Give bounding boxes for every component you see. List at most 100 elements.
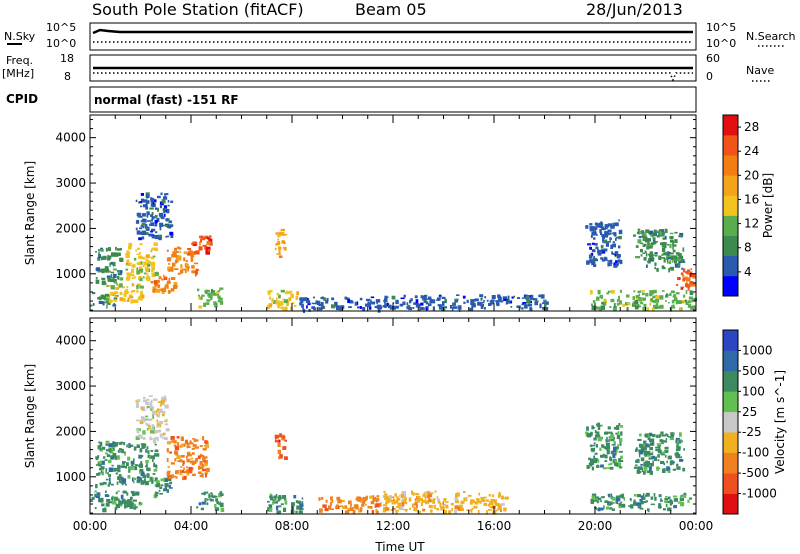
power-echo-cell [136, 262, 141, 265]
velocity-echo-cell [389, 499, 394, 502]
power-echo-cell [306, 299, 308, 303]
velocity-echo-cell [676, 463, 679, 467]
power-echo-cell [614, 222, 619, 227]
power-echo-cell [152, 289, 156, 293]
velocity-echo-cell [118, 474, 122, 477]
power-echo-cell [157, 279, 160, 283]
velocity-echo-cell [612, 449, 616, 453]
velocity-echo-cell [274, 496, 277, 500]
velocity-echo-cell [505, 496, 509, 500]
power-echo-cell [108, 299, 113, 303]
velocity-echo-cell [638, 450, 643, 455]
power-echo-cell [318, 307, 322, 311]
colorbar-tick-label: 20 [744, 168, 759, 182]
velocity-echo-cell [593, 461, 597, 464]
power-echo-cell [155, 207, 158, 210]
velocity-echo-cell [600, 464, 604, 468]
velocity-echo-cell [593, 426, 596, 429]
velocity-echo-cell [106, 499, 111, 503]
velocity-echo-cell [432, 498, 436, 501]
colorbar-tick-label: -100 [742, 446, 769, 460]
power-echo-cell [543, 299, 547, 302]
power-echo-cell [408, 307, 413, 311]
power-echo-cell [135, 199, 138, 203]
velocity-echo-cell [676, 446, 681, 450]
velocity-echo-cell [594, 493, 597, 497]
velocity-echo-cell [664, 468, 666, 471]
power-echo-cell [284, 299, 288, 303]
power-echo-cell [138, 269, 143, 272]
power-echo-cell [635, 256, 640, 259]
velocity-echo-cell [168, 476, 174, 479]
velocity-echo-cell [164, 485, 168, 490]
velocity-echo-cell [179, 469, 182, 474]
velocity-echo-cell [214, 504, 217, 508]
velocity-echo-cell [173, 440, 177, 444]
power-echo-cell [452, 302, 456, 306]
power-echo-cell [172, 262, 176, 267]
power-echo-cell [456, 294, 460, 296]
power-echo-cell [438, 305, 443, 310]
power-echo-cell [145, 258, 149, 262]
velocity-echo-cell [602, 467, 607, 470]
power-echo-cell [513, 295, 515, 298]
power-echo-cell [601, 259, 606, 262]
velocity-echo-cell [645, 460, 649, 464]
power-echo-cell [162, 210, 166, 214]
power-echo-cell [155, 288, 161, 293]
power-echo-cell [191, 265, 195, 269]
velocity-echo-cell [298, 506, 303, 510]
power-echo-cell [589, 243, 592, 246]
velocity-echo-cell [164, 404, 169, 409]
velocity-echo-cell [142, 474, 147, 479]
power-echo-cell [615, 262, 619, 267]
velocity-echo-cell [616, 501, 619, 505]
velocity-echo-cell [630, 504, 634, 509]
velocity-echo-cell [156, 419, 159, 423]
power-echo-cell [186, 266, 190, 269]
power-echo-cell [637, 297, 642, 301]
velocity-echo-cell [607, 501, 610, 504]
power-echo-cell [664, 229, 668, 234]
velocity-echo-cell [140, 435, 143, 439]
power-echo-cell [206, 241, 211, 245]
power-echo-cell [682, 259, 685, 263]
velocity-echo-cell [114, 507, 118, 510]
power-echo-cell [302, 297, 307, 302]
power-echo-cell [432, 306, 435, 311]
velocity-echo-cell [608, 436, 611, 438]
power-echo-cell [136, 290, 139, 293]
velocity-echo-cell [214, 507, 220, 511]
colorbar-tick-label: -25 [742, 425, 762, 439]
velocity-echo-cell [601, 496, 605, 499]
velocity-echo-cell [167, 465, 170, 469]
power-echo-cell [605, 257, 608, 261]
power-echo-cell [119, 277, 124, 281]
velocity-echo-cell [665, 433, 667, 436]
velocity-echo-cell [164, 423, 169, 426]
power-echo-cell [611, 244, 614, 247]
velocity-echo-cell [646, 450, 651, 455]
velocity-echo-cell [108, 474, 111, 477]
power-echo-cell [618, 295, 620, 299]
velocity-echo-cell [113, 496, 118, 501]
velocity-echo-cell [398, 494, 402, 497]
velocity-echo-cell [94, 490, 97, 493]
velocity-echo-cell [273, 500, 278, 504]
velocity-echo-cell [376, 510, 379, 515]
power-echo-cell [315, 300, 318, 305]
power-echo-cell [597, 289, 601, 295]
power-echo-cell [283, 241, 286, 244]
velocity-echo-cell [163, 488, 167, 492]
power-echo-cell [614, 251, 619, 255]
velocity-echo-cell [185, 440, 188, 444]
power-echo-cell [364, 303, 369, 307]
power-echo-cell [653, 237, 656, 241]
velocity-echo-cell [375, 498, 379, 503]
power-echo-cell [164, 284, 167, 287]
velocity-echo-cell [488, 494, 491, 497]
velocity-echo-cell [170, 441, 174, 443]
velocity-echo-cell [641, 467, 644, 472]
power-echo-cell [109, 291, 114, 296]
power-echo-cell [215, 291, 220, 294]
